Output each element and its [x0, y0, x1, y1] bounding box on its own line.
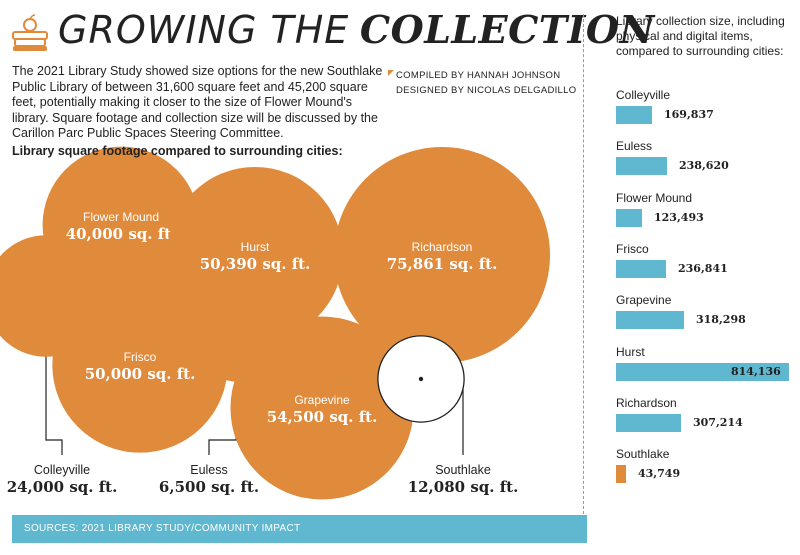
bar-value-colleyville: 169,837	[664, 108, 714, 121]
bar-value-frisco: 236,841	[678, 261, 728, 275]
credits: COMPILED BY HANNAH JOHNSON DESIGNED BY N…	[388, 68, 577, 98]
credit-mark-icon	[388, 70, 394, 76]
bar-label-grapevine: Grapevine	[616, 293, 672, 308]
bar-value-richardson: 307,214	[693, 415, 743, 429]
books-with-apple-icon	[12, 14, 48, 51]
frisco-bubble	[52, 277, 228, 453]
richardson-city-label: Richardson	[412, 240, 473, 254]
colleyville-city-label: Colleyville	[34, 463, 90, 477]
bar-value-southlake: 43,749	[638, 467, 681, 481]
bar-richardson	[616, 413, 681, 432]
richardson-bubble	[334, 147, 550, 363]
bar-value-euless: 238,620	[679, 159, 729, 173]
euless-city-label: Euless	[190, 463, 228, 477]
grapevine-city-label: Grapevine	[294, 393, 350, 407]
hurst-bubble	[166, 166, 344, 344]
bar-grapevine	[616, 311, 684, 330]
bar-colleyville	[616, 106, 652, 124]
bar-euless	[616, 157, 667, 176]
designed-by: DESIGNED BY NICOLAS DELGADILLO	[396, 85, 577, 96]
bar-value-hurst: 814,136	[731, 364, 781, 378]
bar-label-euless: Euless	[616, 139, 653, 154]
frisco-city-label: Frisco	[124, 350, 157, 364]
flower-mound-value-label: 40,000 sq. ft.	[66, 225, 177, 243]
frisco-value-label: 50,000 sq. ft.	[85, 365, 196, 383]
sources-footer: SOURCES: 2021 LIBRARY STUDY/COMMUNITY IM…	[12, 515, 587, 543]
richardson-value-label: 75,861 sq. ft.	[387, 255, 498, 273]
bar-label-frisco: Frisco	[616, 241, 649, 256]
bar-frisco	[616, 259, 666, 278]
page-title: GROWING THE COLLECTION	[58, 8, 655, 53]
southlake-value-label: 12,080 sq. ft.	[408, 478, 519, 496]
grapevine-value-label: 54,500 sq. ft.	[267, 408, 378, 426]
bar-southlake	[616, 465, 626, 484]
bar-hurst	[616, 362, 789, 381]
intro-text: The 2021 Library Study showed size optio…	[12, 64, 383, 140]
bar-value-flower-mound: 123,493	[654, 210, 704, 224]
bar-label-southlake: Southlake	[616, 447, 670, 462]
grapevine-bubble	[230, 316, 414, 500]
bar-label-richardson: Richardson	[616, 395, 677, 410]
bar-value-grapevine: 318,298	[696, 313, 746, 327]
hurst-value-label: 50,390 sq. ft.	[200, 255, 311, 273]
title-part1: GROWING THE	[58, 8, 350, 52]
section-divider	[583, 14, 584, 514]
bubble-chart-subhead: Library square footage compared to surro…	[12, 144, 343, 158]
bar-label-colleyville: Colleyville	[616, 88, 671, 102]
colleyville-value-label: 24,000 sq. ft.	[7, 478, 118, 496]
hurst-city-label: Hurst	[241, 240, 270, 254]
bar-label-flower-mound: Flower Mound	[616, 190, 693, 205]
southlake-city-label: Southlake	[435, 463, 491, 477]
bar-flower-mound	[616, 208, 642, 227]
compiled-by: COMPILED BY HANNAH JOHNSON	[396, 70, 561, 81]
sources-text: SOURCES: 2021 LIBRARY STUDY/COMMUNITY IM…	[24, 523, 301, 534]
title-part2: COLLECTION	[359, 7, 655, 52]
bar-label-hurst: Hurst	[616, 344, 645, 359]
euless-value-label: 6,500 sq. ft.	[159, 478, 259, 496]
flower-mound-city-label: Flower Mound	[83, 210, 159, 224]
colleyville-leader-line	[45, 296, 63, 455]
southlake-bubble-dot	[418, 376, 424, 382]
bar-chart-title: Library collection size, including physi…	[616, 14, 785, 58]
